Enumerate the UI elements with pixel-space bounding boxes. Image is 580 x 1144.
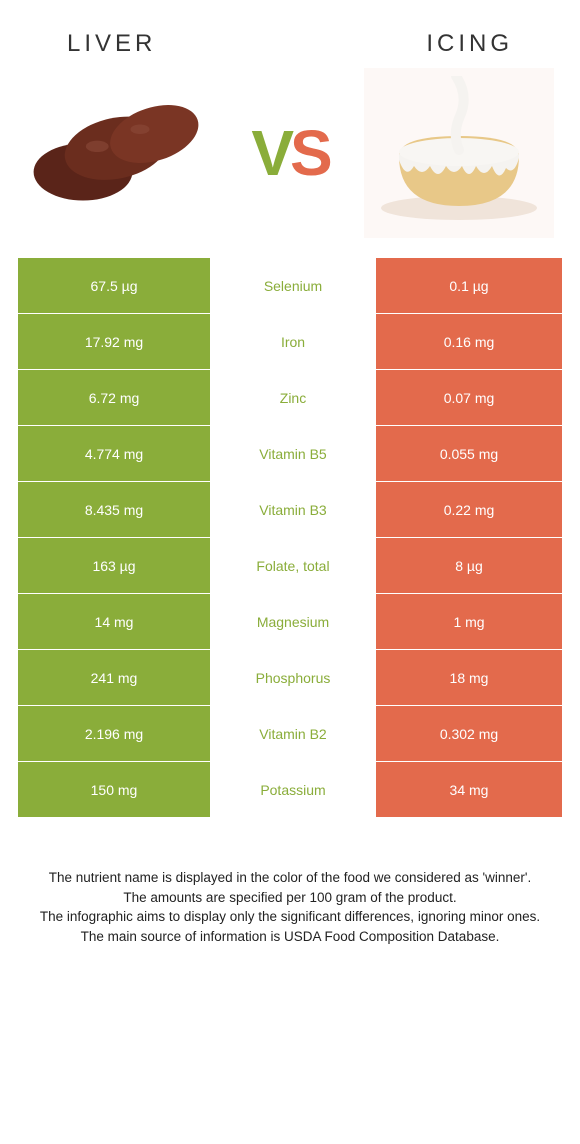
left-value: 14 mg <box>18 594 210 649</box>
table-row: 14 mgMagnesium1 mg <box>18 594 562 650</box>
nutrient-label: Iron <box>210 314 376 369</box>
footer-line: The amounts are specified per 100 gram o… <box>18 888 562 908</box>
left-value: 163 µg <box>18 538 210 593</box>
nutrient-label: Selenium <box>210 258 376 313</box>
nutrient-label: Magnesium <box>210 594 376 649</box>
table-row: 8.435 mgVitamin B30.22 mg <box>18 482 562 538</box>
footer-notes: The nutrient name is displayed in the co… <box>12 818 568 946</box>
left-food-title: Liver <box>67 30 156 58</box>
vs-s: S <box>290 117 329 189</box>
table-row: 67.5 µgSelenium0.1 µg <box>18 258 562 314</box>
right-value: 18 mg <box>376 650 562 705</box>
right-value: 1 mg <box>376 594 562 649</box>
footer-line: The nutrient name is displayed in the co… <box>18 868 562 888</box>
nutrient-label: Zinc <box>210 370 376 425</box>
table-row: 6.72 mgZinc0.07 mg <box>18 370 562 426</box>
left-value: 17.92 mg <box>18 314 210 369</box>
vs-label: VS <box>251 116 328 190</box>
nutrient-label: Folate, total <box>210 538 376 593</box>
footer-line: The main source of information is USDA F… <box>18 927 562 947</box>
right-value: 34 mg <box>376 762 562 817</box>
right-food-image <box>364 68 554 238</box>
footer-line: The infographic aims to display only the… <box>18 907 562 927</box>
nutrient-label: Potassium <box>210 762 376 817</box>
table-row: 163 µgFolate, total8 µg <box>18 538 562 594</box>
vs-v: V <box>251 117 290 189</box>
left-value: 6.72 mg <box>18 370 210 425</box>
table-row: 4.774 mgVitamin B50.055 mg <box>18 426 562 482</box>
nutrient-label: Vitamin B2 <box>210 706 376 761</box>
nutrient-label: Vitamin B5 <box>210 426 376 481</box>
title-row: Liver Icing <box>12 10 568 68</box>
left-value: 241 mg <box>18 650 210 705</box>
hero-row: VS <box>12 68 568 258</box>
nutrient-label: Vitamin B3 <box>210 482 376 537</box>
right-value: 0.16 mg <box>376 314 562 369</box>
icing-cake-icon <box>374 76 544 226</box>
liver-icon <box>26 78 216 228</box>
right-value: 0.055 mg <box>376 426 562 481</box>
table-row: 2.196 mgVitamin B20.302 mg <box>18 706 562 762</box>
right-value: 0.1 µg <box>376 258 562 313</box>
table-row: 17.92 mgIron0.16 mg <box>18 314 562 370</box>
nutrient-label: Phosphorus <box>210 650 376 705</box>
left-food-image <box>26 68 216 238</box>
nutrient-table: 67.5 µgSelenium0.1 µg17.92 mgIron0.16 mg… <box>12 258 568 818</box>
right-food-title: Icing <box>426 30 513 58</box>
left-value: 2.196 mg <box>18 706 210 761</box>
left-value: 150 mg <box>18 762 210 817</box>
table-row: 150 mgPotassium34 mg <box>18 762 562 818</box>
table-row: 241 mgPhosphorus18 mg <box>18 650 562 706</box>
right-value: 8 µg <box>376 538 562 593</box>
left-value: 67.5 µg <box>18 258 210 313</box>
right-value: 0.302 mg <box>376 706 562 761</box>
right-value: 0.07 mg <box>376 370 562 425</box>
left-value: 8.435 mg <box>18 482 210 537</box>
left-value: 4.774 mg <box>18 426 210 481</box>
right-value: 0.22 mg <box>376 482 562 537</box>
